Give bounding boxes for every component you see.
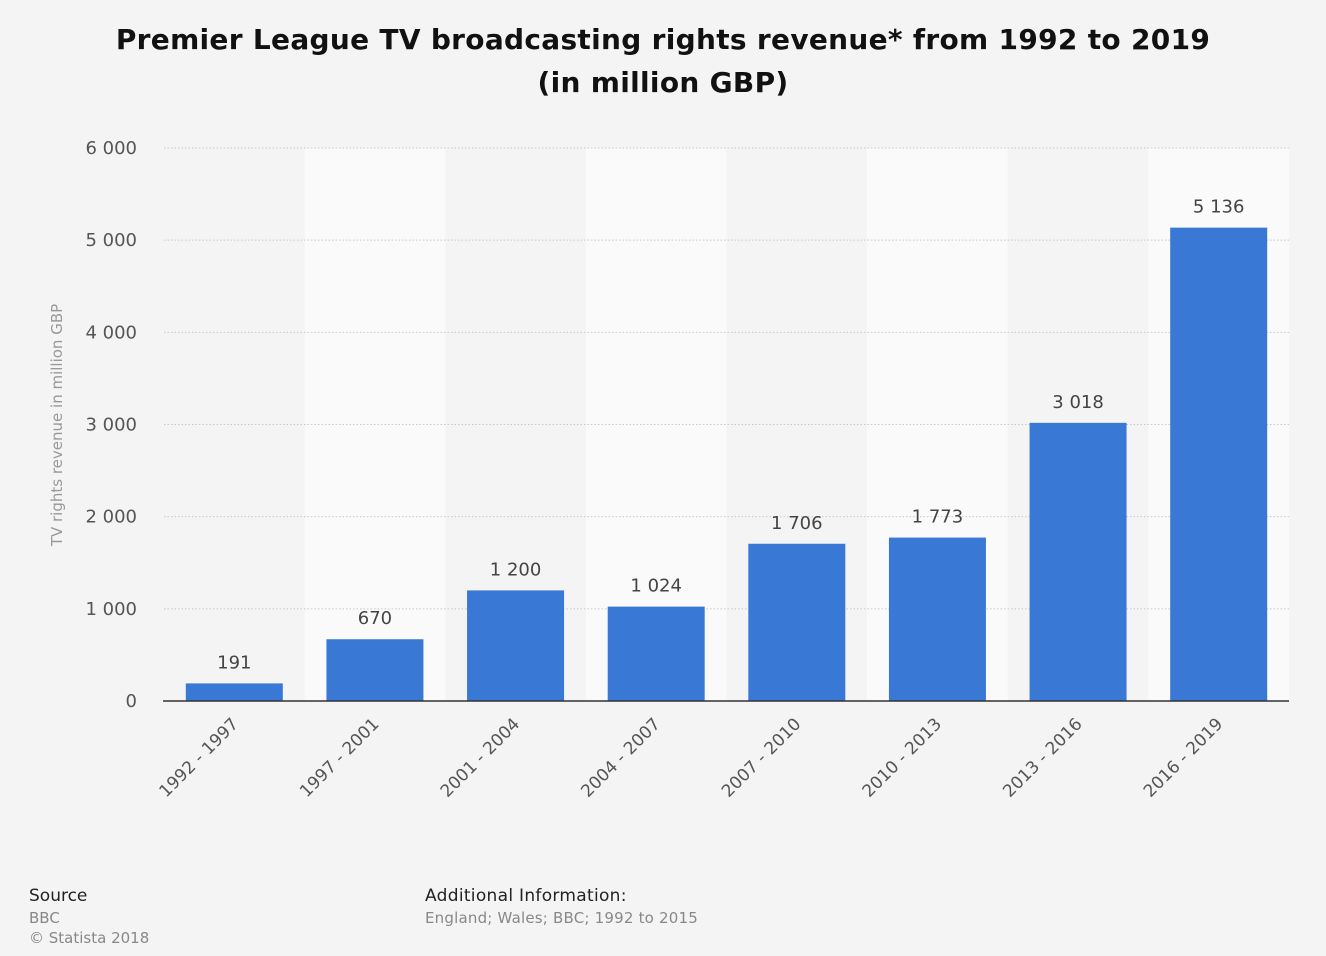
bar — [1029, 422, 1127, 701]
bar-value-label: 1 706 — [771, 513, 823, 534]
bar — [607, 606, 705, 701]
x-tick-label: 1997 - 2001 — [296, 714, 383, 801]
source-name: BBC — [29, 909, 60, 927]
y-tick-label: 0 — [126, 691, 137, 712]
x-tick-label: 1992 - 1997 — [156, 714, 243, 801]
bars — [185, 227, 1268, 701]
bar — [888, 537, 986, 701]
copyright-text: © Statista 2018 — [29, 929, 150, 947]
x-tick-label: 2013 - 2016 — [999, 714, 1086, 801]
x-tick-label: 2004 - 2007 — [577, 714, 664, 801]
y-axis-ticks: 0 1 000 2 000 3 000 4 000 5 000 6 000 — [85, 138, 137, 712]
additional-info-text: England; Wales; BBC; 1992 to 2015 — [425, 909, 698, 927]
bar-value-label: 1 024 — [630, 576, 682, 597]
y-tick-label: 4 000 — [85, 322, 137, 343]
y-tick-label: 3 000 — [85, 415, 137, 436]
bar-value-label: 3 018 — [1052, 392, 1104, 413]
x-tick-label: 2007 - 2010 — [718, 714, 805, 801]
y-tick-label: 6 000 — [85, 138, 137, 159]
bar — [748, 543, 846, 701]
source-heading: Source — [29, 886, 88, 906]
bar-value-labels: 191 670 1 200 1 024 1 706 1 773 3 018 5 136 — [217, 197, 1244, 674]
bar — [326, 639, 424, 701]
bar-value-label: 5 136 — [1193, 197, 1245, 218]
bar — [467, 590, 565, 701]
y-tick-label: 1 000 — [85, 599, 137, 620]
y-axis-label: TV rights revenue in million GBP — [48, 304, 66, 547]
x-tick-label: 2016 - 2019 — [1140, 714, 1227, 801]
bar-value-label: 191 — [217, 652, 251, 673]
y-tick-label: 2 000 — [85, 507, 137, 528]
additional-info-heading: Additional Information: — [425, 886, 627, 906]
bar-value-label: 1 200 — [490, 559, 542, 580]
bar-value-label: 670 — [358, 608, 392, 629]
x-tick-label: 2001 - 2004 — [437, 714, 524, 801]
bar-value-label: 1 773 — [912, 507, 964, 528]
bar — [185, 683, 283, 701]
chart-title-line-1: Premier League TV broadcasting rights re… — [115, 23, 1211, 56]
x-tick-label: 2010 - 2013 — [859, 714, 946, 801]
bar — [1170, 227, 1268, 701]
x-axis-ticks: 1992 - 1997 1997 - 2001 2001 - 2004 2004 - … — [156, 714, 1228, 801]
chart-title-line-2: (in million GBP) — [537, 66, 789, 99]
y-tick-label: 5 000 — [85, 230, 137, 251]
chart-title: Premier League TV broadcasting rights re… — [0, 18, 1326, 104]
